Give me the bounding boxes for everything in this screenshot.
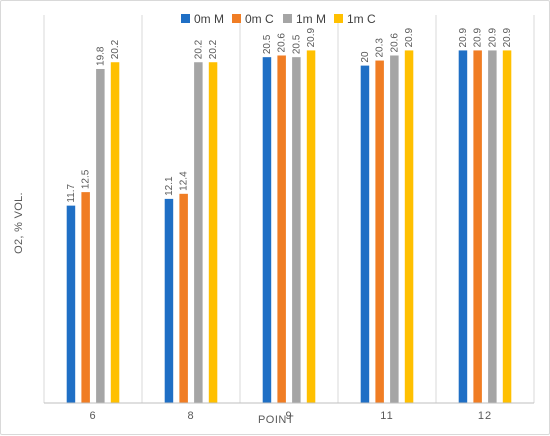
bar bbox=[488, 50, 497, 403]
bar bbox=[194, 62, 203, 404]
x-axis-label: POINT bbox=[258, 414, 294, 426]
legend-swatch bbox=[334, 14, 343, 23]
legend-item: 0m M bbox=[181, 12, 224, 26]
legend: 0m M 0m C 1m M 1m C bbox=[181, 12, 376, 26]
data-label: 20.9 bbox=[473, 28, 484, 48]
bar bbox=[208, 62, 218, 404]
data-label: 20.9 bbox=[458, 28, 469, 48]
data-labels: 11.712.519.8 20.212.1 12.420.2 20.2 20.5 20.6… bbox=[66, 28, 513, 203]
data-label: 20.9 bbox=[404, 28, 415, 48]
x-tick-label: 12 bbox=[478, 410, 492, 422]
bar bbox=[502, 50, 512, 403]
data-label: 20.9 bbox=[487, 28, 498, 48]
bars bbox=[66, 50, 512, 404]
bar bbox=[66, 205, 76, 403]
bar bbox=[458, 50, 468, 403]
bar bbox=[110, 62, 120, 404]
data-label: 20.5 bbox=[291, 34, 302, 54]
data-label: 20.2 bbox=[110, 39, 121, 59]
x-tick-label: 8 bbox=[187, 410, 194, 422]
data-label: 20.2 bbox=[193, 39, 204, 59]
data-label: 12.1 bbox=[164, 176, 175, 196]
legend-swatch bbox=[232, 14, 241, 23]
data-label: 20 bbox=[360, 51, 371, 63]
legend-item: 0m C bbox=[232, 12, 274, 26]
data-label: 20.6 bbox=[277, 33, 288, 53]
x-tick-labels: 6 8 9 11 12 bbox=[89, 410, 492, 422]
data-label: 20.9 bbox=[306, 28, 317, 48]
data-label: 20.5 bbox=[262, 34, 273, 54]
bar bbox=[473, 50, 482, 403]
category-separators bbox=[43, 15, 535, 403]
data-label: 20.2 bbox=[208, 39, 219, 59]
legend-item: 1m C bbox=[334, 12, 376, 26]
bar bbox=[164, 198, 174, 403]
data-label: 19.8 bbox=[95, 46, 106, 66]
bar bbox=[360, 65, 370, 403]
data-label: 20.9 bbox=[502, 28, 513, 48]
legend-label: 1m C bbox=[347, 12, 376, 26]
x-tick-label: 9 bbox=[285, 410, 292, 422]
bar bbox=[390, 55, 399, 403]
bar bbox=[96, 68, 105, 403]
bar bbox=[292, 57, 301, 403]
legend-label: 1m M bbox=[296, 12, 326, 26]
data-label: 12.5 bbox=[81, 169, 92, 189]
bar bbox=[179, 193, 188, 403]
bar bbox=[262, 57, 272, 403]
bar bbox=[277, 55, 286, 403]
bar bbox=[375, 60, 384, 404]
bar bbox=[306, 50, 316, 403]
data-label: 20.3 bbox=[375, 38, 386, 58]
legend-item: 1m M bbox=[283, 12, 326, 26]
x-tick-label: 11 bbox=[380, 410, 393, 422]
legend-swatch bbox=[283, 14, 292, 23]
legend-label: 0m C bbox=[245, 12, 274, 26]
x-tick-label: 6 bbox=[89, 410, 96, 422]
legend-swatch bbox=[181, 14, 190, 23]
bar bbox=[404, 50, 414, 403]
bar bbox=[81, 192, 90, 403]
legend-label: 0m M bbox=[194, 12, 224, 26]
y-axis-label: O2, % VOL. bbox=[13, 192, 25, 254]
data-label: 20.6 bbox=[389, 33, 400, 53]
data-label: 11.7 bbox=[66, 183, 77, 202]
data-label: 12.4 bbox=[179, 171, 190, 191]
